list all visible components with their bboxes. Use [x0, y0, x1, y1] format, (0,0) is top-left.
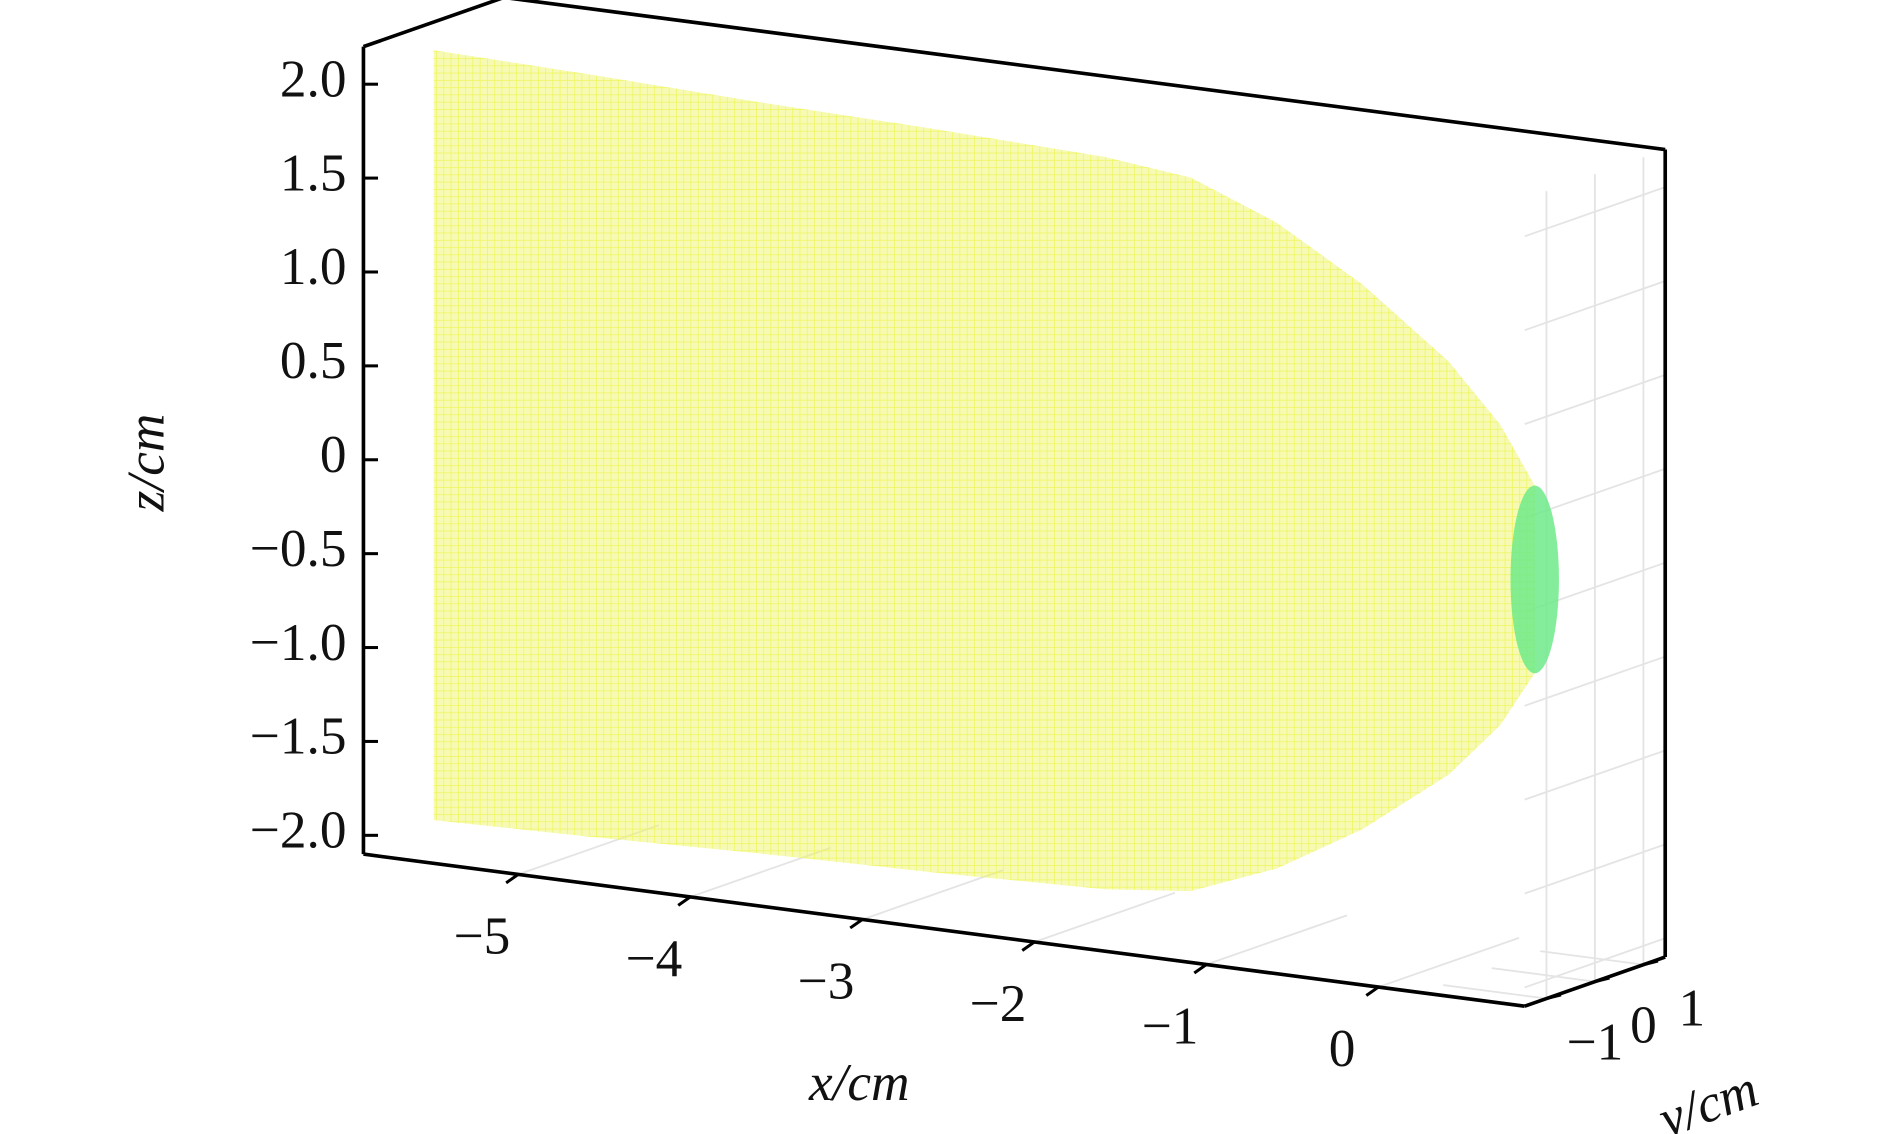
- x-tick: [1365, 985, 1380, 997]
- grid-line: [1491, 967, 1596, 983]
- x-tick: [1021, 940, 1036, 952]
- z-tick-label: −0.5: [250, 519, 347, 578]
- grid-line: [1540, 950, 1644, 966]
- axis-edge: [509, 0, 1666, 152]
- surface-segment: [1362, 284, 1449, 830]
- surface-segment: [760, 102, 933, 873]
- grid-line: [1378, 937, 1520, 988]
- x-tick-label: 0: [1329, 1019, 1356, 1078]
- surface-segment: [932, 128, 1105, 890]
- x-tick-label: −3: [798, 951, 855, 1010]
- x-tick: [505, 873, 520, 885]
- z-tick-label: −2.0: [250, 801, 347, 860]
- axis-edge: [363, 852, 1525, 1009]
- x-axis-label: x/cm: [808, 1053, 910, 1112]
- z-axis-label: z/cm: [117, 414, 176, 513]
- axis-edge: [362, 0, 503, 49]
- z-tick-label: 0: [320, 425, 347, 484]
- z-tick-label: −1.0: [250, 613, 347, 672]
- surface-segment: [1276, 222, 1363, 869]
- x-tick: [1193, 963, 1208, 975]
- surface-segment: [433, 50, 589, 837]
- surface-segment: [1448, 361, 1501, 775]
- surface-segment: [588, 74, 761, 854]
- z-tick-label: 1.5: [280, 143, 347, 202]
- x-tick-label: −4: [626, 929, 683, 988]
- surface-segment: [1104, 156, 1191, 892]
- x-tick-label: −5: [454, 906, 511, 965]
- z-tick-label: −1.5: [250, 707, 347, 766]
- x-tick-label: −2: [970, 974, 1027, 1033]
- z-tick-label: 1.0: [280, 237, 347, 296]
- z-tick-label: 0.5: [280, 331, 347, 390]
- x-tick: [849, 918, 864, 930]
- surface-segment: [1190, 177, 1277, 892]
- y-tick: [1546, 993, 1562, 1001]
- x-tick-label: −1: [1142, 996, 1199, 1055]
- grid-line: [1206, 914, 1348, 966]
- y-tick: [1643, 959, 1659, 967]
- grid-line: [862, 869, 1004, 921]
- grid-line: [1034, 891, 1176, 943]
- surface-nose-cap: [1510, 485, 1559, 674]
- y-axis-label: y/cm: [1646, 1059, 1765, 1134]
- y-tick-label: 0: [1630, 995, 1657, 1054]
- z-tick-label: 2.0: [280, 49, 347, 108]
- y-tick-label: 1: [1679, 978, 1706, 1037]
- plot-area: 2.01.51.00.50−0.5−1.0−1.5−2.0−5 −4 −3 −2 −1 0…: [117, 0, 1766, 1134]
- y-tick-label: −1: [1567, 1012, 1624, 1071]
- y-tick: [1594, 976, 1610, 984]
- x-tick: [677, 895, 692, 907]
- grid-line: [1443, 984, 1547, 1000]
